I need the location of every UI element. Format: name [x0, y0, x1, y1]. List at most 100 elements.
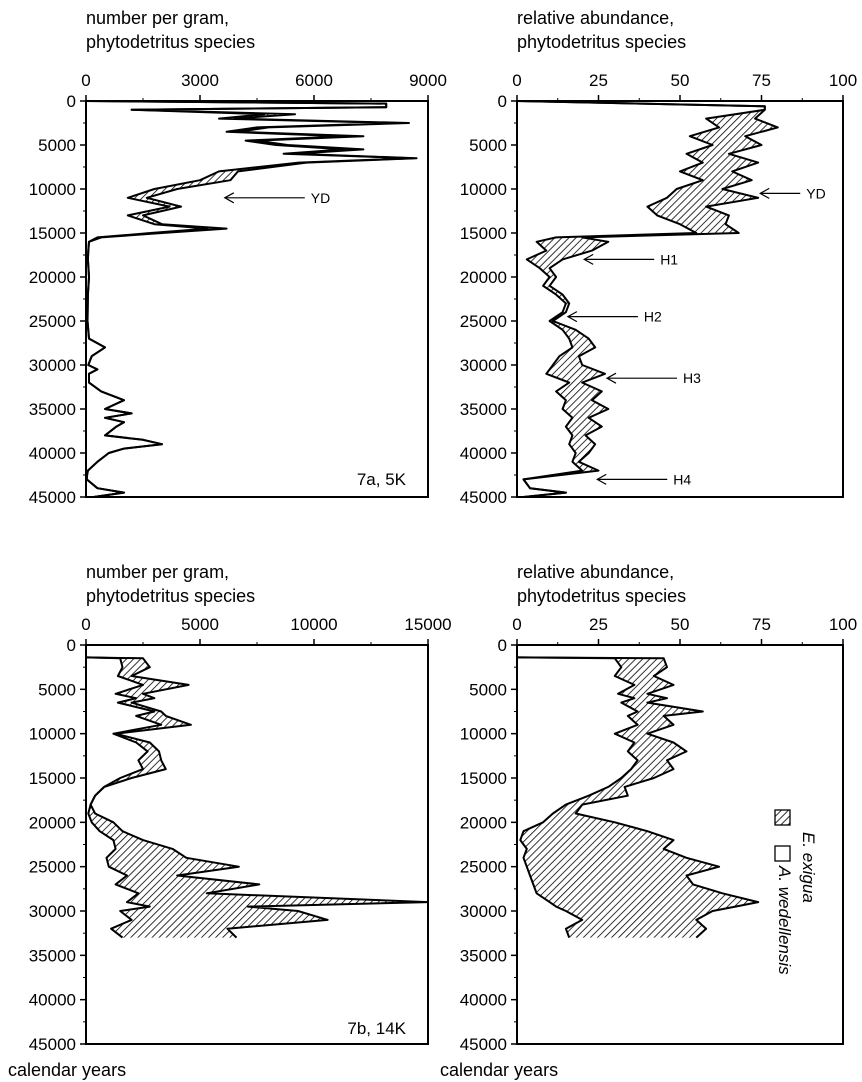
x-tick-label: 25	[589, 71, 608, 90]
y-tick-label: 30000	[29, 902, 76, 921]
y-tick-label: 40000	[460, 991, 507, 1010]
y-tick-label: 10000	[460, 725, 507, 744]
y-tick-label: 40000	[29, 991, 76, 1010]
annotation-label: H4	[673, 471, 691, 487]
y-axis-title: calendar years	[440, 1060, 558, 1080]
y-tick-label: 25000	[29, 858, 76, 877]
panel-7a-relative: relative abundance, phytodetritus specie…	[460, 8, 857, 507]
x-tick-label: 75	[752, 615, 771, 634]
annotation-arrowhead	[223, 192, 235, 204]
legend-label-a-wedellensis: A. wedellensis	[775, 865, 794, 975]
annotation-arrowhead	[605, 372, 617, 384]
x-tick-label: 0	[512, 71, 521, 90]
x-tick-label: 0	[512, 615, 521, 634]
x-tick-label: 75	[752, 71, 771, 90]
y-tick-label: 45000	[460, 1035, 507, 1054]
x-tick-label: 0	[81, 71, 90, 90]
y-tick-label: 0	[498, 636, 507, 655]
annotation-arrowhead	[566, 311, 578, 323]
x-tick-label: 100	[829, 615, 857, 634]
total-line	[85, 656, 429, 939]
y-tick-label: 15000	[460, 224, 507, 243]
annotation-label: YD	[311, 190, 330, 206]
y-tick-label: 0	[67, 636, 76, 655]
y-tick-label: 10000	[29, 725, 76, 744]
y-tick-label: 25000	[29, 312, 76, 331]
y-tick-label: 15000	[29, 224, 76, 243]
y-tick-label: 0	[67, 92, 76, 111]
y-tick-label: 40000	[460, 444, 507, 463]
annotation-label: H2	[644, 309, 662, 325]
plot-area: 0 5000 10000 15000 0 5000 10000 15000 20000 25000…	[29, 615, 452, 1054]
plot-area: 0 25 50 75 100 0 5000 10000 15000 20000 25000 30000…	[460, 615, 857, 1054]
e-exigua-band	[517, 657, 759, 938]
a-wedellensis-line	[516, 656, 639, 938]
x-tick-label: 25	[589, 615, 608, 634]
legend-swatch-a-wedellensis	[774, 845, 791, 862]
legend-label-e-exigua: E. exigua	[799, 832, 818, 903]
annotation-label: H3	[683, 370, 701, 386]
y-tick-label: 20000	[29, 268, 76, 287]
x-tick-label: 15000	[404, 615, 451, 634]
e-exigua-band	[86, 657, 428, 938]
x-tick-label: 10000	[290, 615, 337, 634]
y-tick-label: 35000	[29, 946, 76, 965]
plot-area: 0 25 50 75 100 0 5000 10000 15000 20000 25000 30000…	[460, 71, 857, 507]
y-tick-label: 20000	[29, 813, 76, 832]
x-tick-label: 5000	[181, 615, 219, 634]
y-tick-label: 45000	[460, 488, 507, 507]
y-tick-label: 5000	[38, 680, 76, 699]
x-tick-label: 50	[671, 71, 690, 90]
annotation-arrowhead	[596, 473, 607, 485]
y-tick-label: 5000	[469, 680, 507, 699]
x-axis-title-line-2: phytodetritus species	[86, 32, 255, 52]
y-tick-label: 5000	[38, 136, 76, 155]
y-tick-label: 5000	[469, 136, 507, 155]
annotation-label: YD	[806, 185, 825, 201]
y-tick-label: 10000	[29, 180, 76, 199]
plot-area: 0 3000 6000 9000 0 5000 10000 15000 20000 25000 30…	[29, 71, 447, 507]
x-axis-title-line-1: number per gram,	[86, 562, 229, 582]
y-tick-label: 30000	[460, 356, 507, 375]
x-tick-label: 6000	[295, 71, 333, 90]
annotation-label: H1	[660, 251, 678, 267]
y-tick-label: 20000	[460, 268, 507, 287]
y-tick-label: 15000	[29, 769, 76, 788]
x-axis-title-line-2: phytodetritus species	[517, 586, 686, 606]
legend: E. exigua A. wedellensis	[774, 809, 818, 975]
x-axis-title-line-1: relative abundance,	[517, 8, 674, 28]
y-tick-label: 35000	[29, 400, 76, 419]
e-exigua-band	[517, 101, 778, 497]
y-tick-label: 30000	[29, 356, 76, 375]
y-tick-label: 35000	[460, 946, 507, 965]
x-axis-title-line-1: number per gram,	[86, 8, 229, 28]
panel-7a-number: number per gram, phytodetritus species 0…	[29, 8, 447, 507]
x-tick-label: 100	[829, 71, 857, 90]
x-axis-title-line-2: phytodetritus species	[517, 32, 686, 52]
panel-label: 7b, 14K	[347, 1019, 406, 1038]
y-tick-label: 10000	[460, 180, 507, 199]
annotation-arrowhead	[759, 187, 770, 199]
x-tick-label: 0	[81, 615, 90, 634]
x-axis-title-line-1: relative abundance,	[517, 562, 674, 582]
total-line	[516, 656, 760, 939]
y-tick-label: 15000	[460, 769, 507, 788]
y-tick-label: 40000	[29, 444, 76, 463]
y-tick-label: 35000	[460, 400, 507, 419]
x-tick-label: 9000	[409, 71, 447, 90]
y-tick-label: 0	[498, 92, 507, 111]
y-tick-label: 45000	[29, 488, 76, 507]
a-wedellensis-line	[516, 100, 766, 498]
panel-7b-number: number per gram, phytodetritus species 0…	[8, 562, 452, 1080]
annotation-arrowhead	[582, 253, 594, 265]
x-axis-title-line-2: phytodetritus species	[86, 586, 255, 606]
total-line	[516, 100, 779, 498]
legend-swatch-e-exigua	[774, 809, 791, 826]
total-line	[85, 100, 418, 498]
panel-label: 7a, 5K	[357, 470, 407, 489]
y-axis-title: calendar years	[8, 1060, 126, 1080]
x-tick-label: 3000	[181, 71, 219, 90]
y-tick-label: 30000	[460, 902, 507, 921]
y-tick-label: 45000	[29, 1035, 76, 1054]
